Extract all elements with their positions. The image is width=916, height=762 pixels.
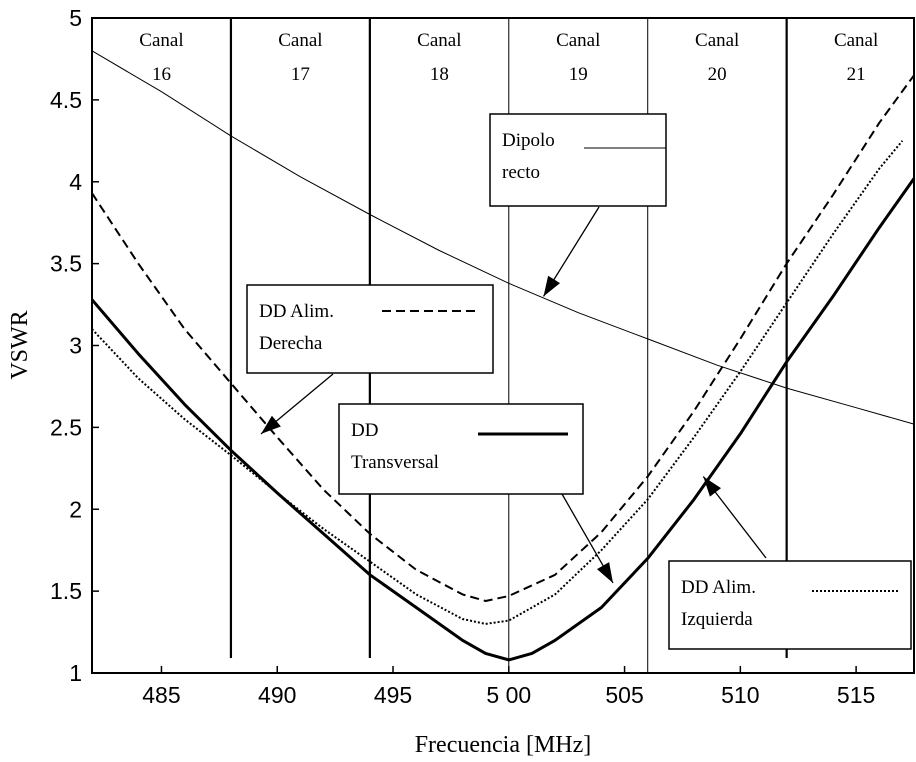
y-tick-label: 3.5 [50,251,82,277]
legend-label: DD [351,420,378,441]
legend-box [246,284,494,374]
channel-number: 19 [569,64,588,85]
series-line-thick [90,177,916,662]
annotation-arrowhead [543,275,561,297]
y-axis-label: VSWR [7,310,33,379]
legend-label: Izquierda [681,609,753,630]
legend-label: DD Alim. [681,577,756,598]
x-tick-label: 510 [721,682,759,708]
channel-labels: Canal 16 Canal 17 Canal 18 Canal 19 Canal 20 Canal… [139,30,878,85]
x-tick-label: 495 [374,682,412,708]
channel-number: 18 [430,64,449,85]
y-tick-label: 2 [69,496,82,522]
series-line-dotted [91,140,904,625]
annotation-arrowhead [261,415,281,434]
legend-label: Dipolo [502,130,555,151]
legend-box [668,560,912,650]
legend-box [338,403,584,495]
x-tick-label: 485 [142,682,180,708]
channel-name: Canal [834,30,878,51]
x-tick-label: 515 [837,682,875,708]
channel-name: Canal [695,30,739,51]
x-axis-ticks: 485 490 495 5 00 505 510 515 [142,666,875,708]
y-tick-label: 4.5 [50,87,82,113]
y-axis-ticks: 1 1.5 2 2.5 3 3.5 4 4.5 5 [50,5,99,686]
legend-box [489,113,667,207]
channel-number: 20 [708,64,727,85]
series-line-thin [91,50,915,425]
channel-name: Canal [556,30,600,51]
channel-number: 17 [291,64,310,85]
y-tick-label: 1.5 [50,578,82,604]
x-tick-label: 490 [258,682,296,708]
channel-number: 16 [152,64,171,85]
y-tick-label: 5 [69,5,82,31]
legend-label: DD Alim. [259,301,334,322]
series-lines [90,50,916,662]
x-tick-label: 505 [605,682,643,708]
y-tick-label: 3 [69,333,82,359]
channel-name: Canal [139,30,183,51]
annotation-arrowhead [703,476,722,497]
y-tick-label: 4 [69,169,82,195]
legend-label: recto [502,162,540,183]
y-tick-label: 2.5 [50,414,82,440]
y-tick-label: 1 [69,660,82,686]
legend-label: Transversal [351,452,439,473]
annotation-arrowhead [596,562,613,583]
channel-number: 21 [847,64,866,85]
x-tick-label: 5 00 [486,682,531,708]
annotations: Dipolo recto DD Alim. Derecha DD Transversal D… [246,113,912,650]
channel-name: Canal [278,30,322,51]
channel-name: Canal [417,30,461,51]
legend-label: Derecha [259,333,323,354]
x-axis-label: Frecuencia [MHz] [415,732,592,758]
series-line-dashed [91,74,915,602]
